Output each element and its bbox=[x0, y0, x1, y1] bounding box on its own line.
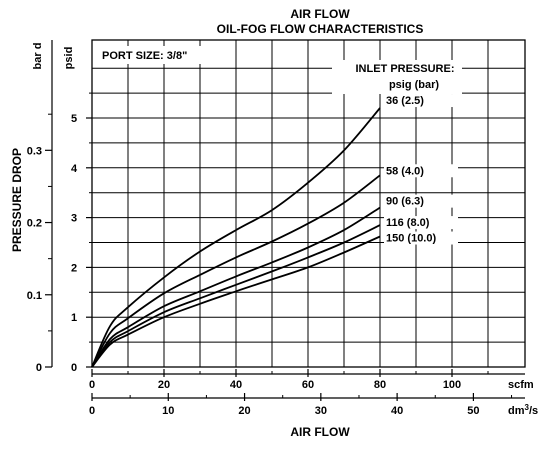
x-unit-dm3s-sup: 3 bbox=[525, 403, 530, 412]
scfm-tick-label: 100 bbox=[443, 379, 461, 391]
x-axis-label: AIR FLOW bbox=[290, 425, 350, 439]
bar-tick-label: 0.3 bbox=[27, 145, 42, 157]
series-label-bg-3 bbox=[384, 216, 458, 230]
series-label-bg-0 bbox=[384, 94, 458, 108]
bar-tick-label: 0.1 bbox=[27, 290, 42, 302]
dm3s-tick-label: 40 bbox=[391, 405, 403, 417]
dm3s-tick-label: 30 bbox=[315, 405, 327, 417]
scfm-tick-label: 60 bbox=[302, 379, 314, 391]
series-label-4: 150 (10.0) bbox=[386, 233, 436, 245]
dm3s-tick-label: 50 bbox=[467, 405, 479, 417]
chart-title: AIR FLOW bbox=[290, 7, 350, 21]
psid-tick-label: 3 bbox=[71, 213, 77, 225]
bar-tick-label: 0 bbox=[36, 362, 42, 374]
series-label-0: 36 (2.5) bbox=[386, 95, 424, 107]
psid-tick-label: 4 bbox=[71, 163, 78, 175]
dm3s-tick-label: 10 bbox=[162, 405, 174, 417]
series-label-2: 90 (6.3) bbox=[386, 196, 424, 208]
psid-tick-label: 5 bbox=[71, 113, 77, 125]
psid-tick-label: 2 bbox=[71, 262, 77, 274]
dm3s-tick-label: 20 bbox=[238, 405, 250, 417]
annotation-box bbox=[96, 46, 228, 64]
curve-layer: 36 (2.5) 58 (4.0) 90 (6.3) 116 (8.0) 150 (10… bbox=[91, 94, 458, 368]
legend-subtitle: psig (bar) bbox=[389, 79, 439, 91]
port-size-annotation: PORT SIZE: 3/8" bbox=[102, 50, 187, 62]
series-line-4 bbox=[91, 235, 381, 368]
series-label-1: 58 (4.0) bbox=[386, 165, 424, 177]
scfm-tick-label: 20 bbox=[158, 379, 170, 391]
chart-subtitle: OIL-FOG FLOW CHARACTERISTICS bbox=[217, 22, 424, 36]
x-unit-scfm: scfm bbox=[508, 379, 534, 391]
series-line-1 bbox=[91, 174, 381, 368]
y-axis-label: PRESSURE DROP bbox=[10, 148, 24, 252]
series-line-0 bbox=[91, 107, 381, 368]
x-unit-dm3s-base: dm bbox=[508, 405, 525, 417]
series-label-bg-1 bbox=[384, 164, 458, 178]
series-label-3: 116 (8.0) bbox=[386, 217, 430, 229]
legend-title: INLET PRESSURE: bbox=[355, 63, 454, 75]
scfm-tick-label: 80 bbox=[374, 379, 386, 391]
scfm-tick-label: 40 bbox=[230, 379, 242, 391]
series-label-bg-4 bbox=[384, 231, 458, 245]
y-unit-bar: bar d bbox=[32, 43, 44, 70]
plot-frame bbox=[91, 39, 526, 368]
bar-tick-label: 0.2 bbox=[27, 218, 42, 230]
series-line-2 bbox=[91, 206, 381, 368]
dm3s-tick-label: 0 bbox=[89, 405, 95, 417]
legend-box bbox=[332, 60, 462, 94]
y-unit-psid: psid bbox=[63, 47, 75, 70]
scfm-tick-label: 0 bbox=[89, 379, 95, 391]
series-label-bg-2 bbox=[384, 194, 458, 208]
series-line-3 bbox=[91, 224, 381, 368]
x-unit-dm3s-tail: /s bbox=[529, 405, 538, 417]
x-unit-dm3s: dm3/s bbox=[508, 403, 538, 417]
psid-tick-label: 0 bbox=[71, 362, 77, 374]
psid-tick-label: 1 bbox=[71, 312, 77, 324]
